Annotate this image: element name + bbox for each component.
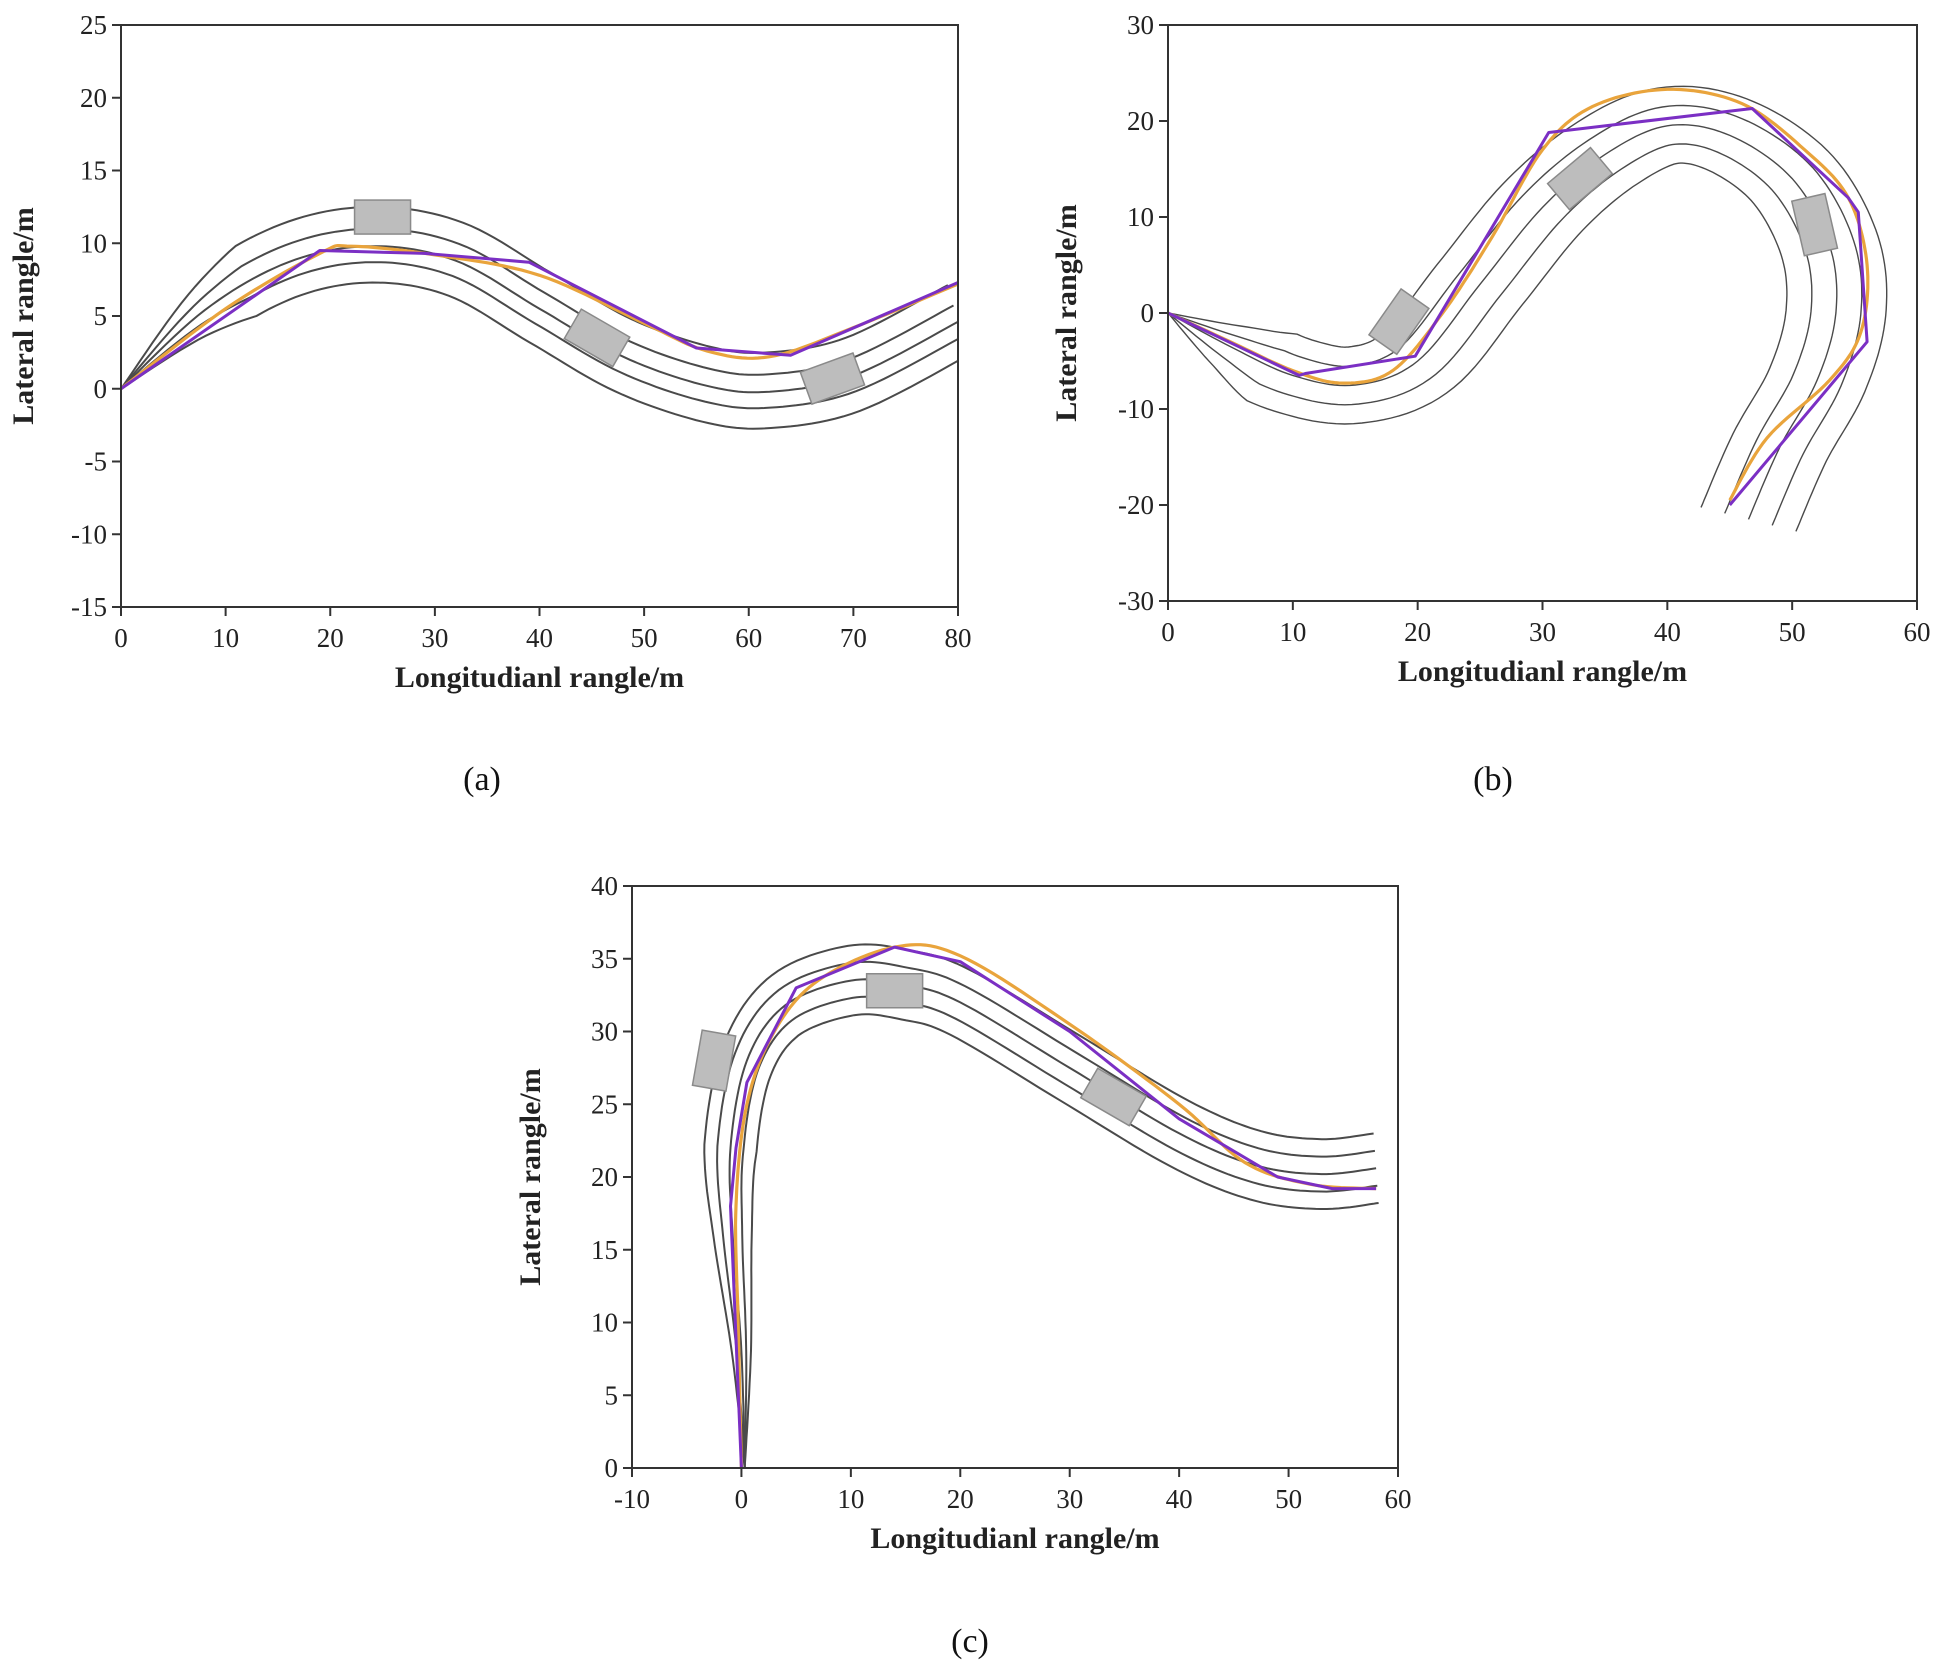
plot-frame: [1167, 24, 1918, 602]
obstacle-vehicle-0: [1367, 287, 1430, 356]
x-axis-label: Longitudianl rangle/m: [870, 1522, 1159, 1555]
x-tick-label: 30: [1056, 1484, 1083, 1514]
y-tick-label: 0: [94, 374, 108, 404]
y-tick-label: -15: [71, 592, 107, 622]
x-tick-label: 30: [421, 623, 448, 653]
y-tick-label: 25: [80, 10, 107, 40]
lane-line-0: [1168, 85, 1888, 532]
y-tick-label: 10: [80, 228, 107, 258]
y-tick-label: 10: [1127, 202, 1154, 232]
planned-path-line: [729, 945, 1377, 1468]
x-tick-label: 0: [1161, 617, 1175, 647]
panel-label: (a): [463, 761, 501, 798]
chart-panel-c: -10 0 10 20 30 40 50 600510152025303540Longitud…: [514, 871, 1412, 1660]
y-tick-label: -10: [1118, 394, 1154, 424]
x-tick-label: 40: [1654, 617, 1681, 647]
x-axis-label: Longitudianl rangle/m: [1398, 655, 1687, 688]
y-tick-label: 15: [80, 156, 107, 186]
panel-label: (c): [951, 1623, 989, 1660]
planned-path-line: [121, 249, 958, 391]
lane-line-2: [728, 978, 1377, 1468]
x-tick-label: 0: [735, 1484, 749, 1514]
x-tick-label: 40: [526, 623, 553, 653]
lane-line-2: [121, 245, 958, 394]
y-axis-label: Lateral rangle/m: [514, 1068, 547, 1285]
x-axis-label: Longitudianl rangle/m: [395, 661, 684, 694]
x-tick-label: 60: [1385, 1484, 1412, 1514]
plot-area: [691, 943, 1379, 1468]
reference-path-line: [1168, 87, 1870, 501]
y-tick-label: 20: [591, 1162, 618, 1192]
chart-panel-b: 0 10 20 30 40 50 60 -30 -20 -10 0 10 20 30 Longitudian…: [1050, 10, 1931, 798]
y-tick-label: 20: [80, 83, 107, 113]
lane-line-3: [1168, 143, 1813, 514]
y-tick-label: 15: [591, 1235, 618, 1265]
obstacle-vehicle-0: [691, 1029, 737, 1092]
x-tick-label: 20: [947, 1484, 974, 1514]
y-tick-label: -10: [71, 519, 107, 549]
obstacle-vehicle-2: [1079, 1067, 1148, 1127]
y-tick-label: 35: [591, 944, 618, 974]
obstacle-vehicle-1: [563, 308, 631, 368]
y-tick-label: 30: [591, 1017, 618, 1047]
obstacle-vehicle-2: [1790, 192, 1839, 257]
lane-line-3: [740, 995, 1378, 1468]
x-tick-label: 60: [1904, 617, 1931, 647]
lane-line-4: [1168, 162, 1788, 508]
plot-frame: [120, 24, 959, 608]
x-tick-label: 80: [945, 623, 972, 653]
lane-line-0: [703, 943, 1374, 1468]
y-tick-label: -20: [1118, 490, 1154, 520]
planned-path-line: [1168, 107, 1869, 506]
x-tick-label: 10: [837, 1484, 864, 1514]
x-tick-label: 50: [1779, 617, 1806, 647]
x-tick-label: 10: [1279, 617, 1306, 647]
lane-line-1: [716, 960, 1376, 1468]
lane-line-4: [743, 1013, 1379, 1468]
panel-label: (b): [1473, 761, 1513, 798]
x-tick-label: 50: [631, 623, 658, 653]
x-tick-label: 60: [735, 623, 762, 653]
y-tick-label: 40: [591, 871, 618, 901]
obstacle-vehicle-1: [1546, 146, 1614, 211]
x-tick-label: 50: [1275, 1484, 1302, 1514]
obstacle-vehicle-0: [353, 199, 412, 235]
x-tick-label: 0: [114, 623, 128, 653]
obstacle-vehicle-2: [799, 352, 866, 406]
y-tick-label: 10: [591, 1308, 618, 1338]
x-tick-label: 40: [1166, 1484, 1193, 1514]
y-axis-label: Lateral rangle/m: [7, 207, 40, 424]
y-tick-label: -5: [85, 447, 108, 477]
x-tick-label: 70: [840, 623, 867, 653]
chart-panel-a: 0 10 20 30 40 50 60 70 80 -15 -10 -5 0 5 10 15 20 25 Longi…: [7, 10, 972, 798]
y-tick-label: 5: [94, 301, 108, 331]
y-tick-label: 25: [591, 1089, 618, 1119]
lane-line-1: [1168, 104, 1863, 526]
x-tick-label: 20: [317, 623, 344, 653]
lane-line-4: [121, 281, 958, 430]
y-tick-label: 0: [605, 1453, 619, 1483]
y-tick-label: 20: [1127, 106, 1154, 136]
x-tick-label: 20: [1404, 617, 1431, 647]
y-tick-label: 5: [605, 1380, 619, 1410]
lane-line-2: [1168, 123, 1838, 520]
y-axis-label: Lateral rangle/m: [1050, 204, 1083, 421]
plot-area: [1168, 85, 1888, 532]
y-tick-label: 0: [1141, 298, 1155, 328]
x-tick-label: 30: [1529, 617, 1556, 647]
x-tick-label: 10: [212, 623, 239, 653]
x-tick-label: -10: [614, 1484, 650, 1514]
obstacle-vehicle-1: [865, 973, 924, 1009]
y-tick-label: 30: [1127, 10, 1154, 40]
plot-area: [121, 199, 958, 430]
y-tick-label: -30: [1118, 586, 1154, 616]
lane-line-1: [121, 227, 954, 390]
